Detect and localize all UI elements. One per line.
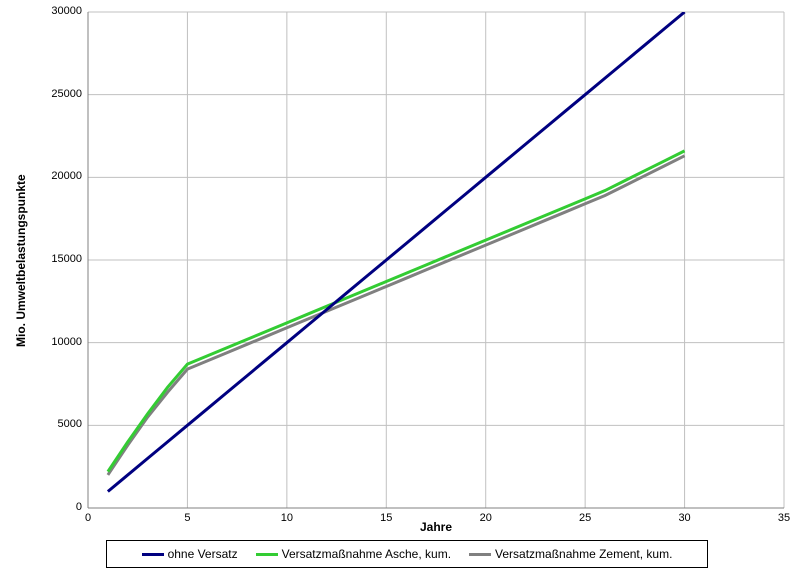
x-tick-label: 20 — [471, 512, 501, 524]
legend-swatch — [469, 553, 491, 556]
series-ohne_versatz — [108, 12, 685, 491]
legend-label: Versatzmaßnahme Asche, kum. — [282, 547, 451, 561]
y-tick-label: 10000 — [22, 336, 82, 348]
y-tick-label: 25000 — [22, 88, 82, 100]
x-tick-label: 30 — [670, 512, 700, 524]
legend-item-asche: Versatzmaßnahme Asche, kum. — [256, 547, 451, 561]
chart-svg — [0, 0, 800, 579]
series-zement — [108, 156, 685, 475]
legend: ohne Versatz Versatzmaßnahme Asche, kum. V… — [106, 540, 708, 568]
x-tick-label: 0 — [73, 512, 103, 524]
legend-label: Versatzmaßnahme Zement, kum. — [495, 547, 672, 561]
x-tick-label: 35 — [769, 512, 799, 524]
legend-label: ohne Versatz — [168, 547, 238, 561]
x-tick-label: 5 — [172, 512, 202, 524]
x-tick-label: 15 — [371, 512, 401, 524]
legend-swatch — [142, 553, 164, 556]
y-tick-label: 5000 — [22, 418, 82, 430]
legend-swatch — [256, 553, 278, 556]
legend-item-zement: Versatzmaßnahme Zement, kum. — [469, 547, 672, 561]
x-tick-label: 25 — [570, 512, 600, 524]
x-tick-label: 10 — [272, 512, 302, 524]
y-tick-label: 20000 — [22, 170, 82, 182]
y-tick-label: 30000 — [22, 5, 82, 17]
chart-container: Mio. Umweltbelastungspunkte Jahre ohne V… — [0, 0, 800, 579]
y-tick-label: 15000 — [22, 253, 82, 265]
legend-item-ohne_versatz: ohne Versatz — [142, 547, 238, 561]
